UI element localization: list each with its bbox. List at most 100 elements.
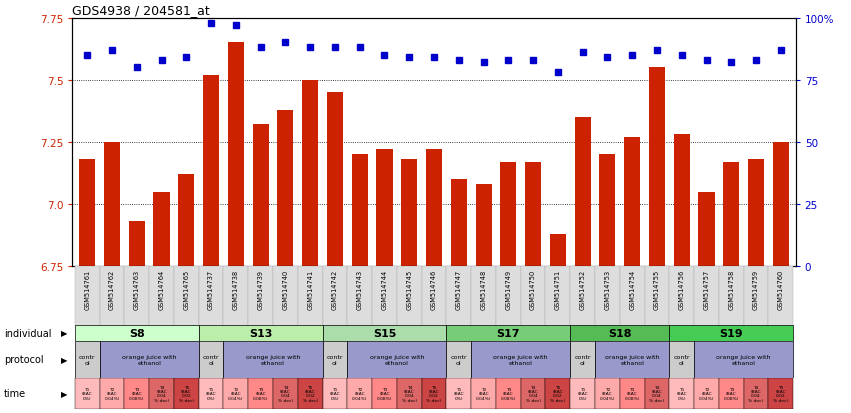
Bar — [372, 378, 397, 409]
Text: GDS4938 / 204581_at: GDS4938 / 204581_at — [72, 5, 210, 17]
Text: GSM514761: GSM514761 — [84, 269, 90, 309]
Bar — [545, 378, 570, 409]
Bar — [198, 378, 224, 409]
FancyBboxPatch shape — [100, 266, 124, 326]
Text: GSM514754: GSM514754 — [629, 269, 635, 309]
Text: T4
(BAC
0.04
% dec): T4 (BAC 0.04 % dec) — [154, 385, 169, 402]
FancyBboxPatch shape — [694, 266, 719, 326]
Text: GSM514741: GSM514741 — [307, 269, 313, 309]
Text: orange juice with
ethanol: orange juice with ethanol — [122, 354, 176, 365]
Text: orange juice with
ethanol: orange juice with ethanol — [246, 354, 300, 365]
Text: GSM514745: GSM514745 — [406, 269, 412, 309]
Text: T2
(BAC
0.04%): T2 (BAC 0.04%) — [699, 387, 714, 400]
Text: GSM514753: GSM514753 — [604, 269, 610, 309]
Bar — [129, 222, 145, 266]
FancyBboxPatch shape — [198, 266, 224, 326]
Bar — [521, 378, 545, 409]
Bar — [570, 341, 595, 378]
Bar — [104, 142, 120, 266]
Bar — [447, 378, 471, 409]
Bar — [744, 378, 768, 409]
Text: ▶: ▶ — [60, 328, 67, 337]
FancyBboxPatch shape — [521, 266, 545, 326]
FancyBboxPatch shape — [496, 266, 521, 326]
Text: ▶: ▶ — [60, 389, 67, 398]
Bar — [228, 43, 244, 266]
Bar — [570, 325, 670, 341]
Text: orange juice with
ethanol: orange juice with ethanol — [494, 354, 548, 365]
Bar — [773, 142, 789, 266]
Bar — [248, 378, 273, 409]
Text: GSM514749: GSM514749 — [505, 269, 511, 309]
Text: T1
(BAC
0%): T1 (BAC 0%) — [329, 387, 340, 400]
Text: protocol: protocol — [4, 354, 44, 364]
Text: GSM514742: GSM514742 — [332, 269, 338, 309]
FancyBboxPatch shape — [124, 266, 149, 326]
Bar — [79, 160, 95, 266]
Bar — [100, 341, 198, 378]
Text: GSM514739: GSM514739 — [258, 269, 264, 309]
Text: GSM514748: GSM514748 — [481, 269, 487, 309]
FancyBboxPatch shape — [421, 266, 447, 326]
Text: T4
(BAC
0.04
% dec): T4 (BAC 0.04 % dec) — [749, 385, 763, 402]
Bar — [670, 341, 694, 378]
Bar — [694, 341, 793, 378]
Bar — [198, 341, 224, 378]
FancyBboxPatch shape — [149, 266, 174, 326]
FancyBboxPatch shape — [273, 266, 298, 326]
Text: GSM514757: GSM514757 — [704, 269, 710, 309]
Bar — [273, 378, 298, 409]
Text: T3
(BAC
0.08%): T3 (BAC 0.08%) — [129, 387, 145, 400]
Text: S8: S8 — [129, 328, 145, 338]
FancyBboxPatch shape — [644, 266, 670, 326]
Bar — [599, 155, 615, 266]
Bar — [323, 378, 347, 409]
FancyBboxPatch shape — [347, 266, 372, 326]
FancyBboxPatch shape — [719, 266, 744, 326]
Text: GSM514740: GSM514740 — [283, 269, 288, 309]
Text: contr
ol: contr ol — [203, 354, 220, 365]
Bar — [153, 192, 169, 266]
Bar — [471, 378, 496, 409]
Bar — [500, 162, 517, 266]
Text: GSM514737: GSM514737 — [208, 269, 214, 309]
Bar — [447, 325, 570, 341]
FancyBboxPatch shape — [670, 266, 694, 326]
Bar — [376, 150, 392, 266]
Text: GSM514762: GSM514762 — [109, 269, 115, 309]
Text: contr
ol: contr ol — [574, 354, 591, 365]
Text: S17: S17 — [497, 328, 520, 338]
FancyBboxPatch shape — [471, 266, 496, 326]
Text: individual: individual — [4, 328, 52, 338]
Bar — [75, 325, 198, 341]
Text: GSM514756: GSM514756 — [679, 269, 685, 309]
Text: S19: S19 — [719, 328, 743, 338]
Text: GSM514750: GSM514750 — [530, 269, 536, 309]
Bar — [421, 378, 447, 409]
Text: GSM514759: GSM514759 — [753, 269, 759, 309]
Bar — [723, 162, 740, 266]
Text: T3
(BAC
0.08%): T3 (BAC 0.08%) — [723, 387, 739, 400]
Text: GSM514763: GSM514763 — [134, 269, 140, 309]
Text: contr
ol: contr ol — [79, 354, 95, 365]
Text: T5
(BAC
0.02
% dec): T5 (BAC 0.02 % dec) — [179, 385, 194, 402]
Text: T3
(BAC
0.08%): T3 (BAC 0.08%) — [253, 387, 268, 400]
FancyBboxPatch shape — [372, 266, 397, 326]
FancyBboxPatch shape — [545, 266, 570, 326]
Bar — [323, 325, 447, 341]
Bar — [75, 341, 100, 378]
Bar — [525, 162, 541, 266]
Text: GSM514744: GSM514744 — [381, 269, 387, 309]
Bar — [570, 378, 595, 409]
Bar — [323, 341, 347, 378]
Text: orange juice with
ethanol: orange juice with ethanol — [605, 354, 660, 365]
Text: T4
(BAC
0.04
% dec): T4 (BAC 0.04 % dec) — [526, 385, 540, 402]
Text: orange juice with
ethanol: orange juice with ethanol — [717, 354, 771, 365]
Text: T2
(BAC
0.04%): T2 (BAC 0.04%) — [105, 387, 120, 400]
Bar — [224, 378, 248, 409]
Text: T5
(BAC
0.02
% dec): T5 (BAC 0.02 % dec) — [551, 385, 565, 402]
Bar — [75, 378, 100, 409]
Bar — [674, 135, 690, 266]
Bar — [719, 378, 744, 409]
Bar — [574, 118, 591, 266]
